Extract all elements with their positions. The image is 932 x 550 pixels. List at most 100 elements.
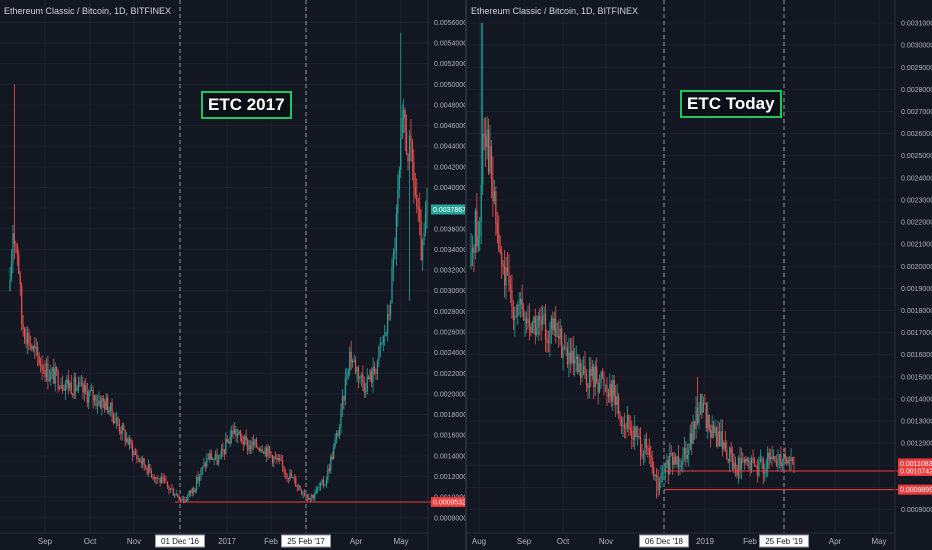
candle-body [166,481,169,487]
candle-body [86,391,88,403]
candle-body [282,460,284,467]
candle-body [341,396,344,409]
candle-body [134,451,136,455]
candle-body [708,414,710,431]
candle-body [717,431,719,447]
candle-body [38,355,40,365]
candle-body [639,437,642,456]
candle-body [197,476,199,482]
candle-body [699,393,702,415]
candle-body [553,318,555,331]
candle-body [518,304,520,306]
candle-body [471,248,474,253]
x-tick-label: Oct [84,537,97,546]
candle-body [260,449,262,451]
candle-body [582,365,585,374]
candle-body [680,464,683,466]
candle-body [537,316,539,328]
candle-body [152,476,154,478]
candle-body [255,439,258,448]
candle-body [751,458,753,471]
candle-body [742,458,744,460]
candle-body [347,370,349,378]
candle-body [648,447,650,456]
candle-body [558,336,560,339]
candle-body [499,249,501,253]
panel-divider[interactable] [465,0,467,550]
candle-body [161,477,163,484]
candle-body [302,493,304,495]
candle-body [683,448,685,456]
y-tick-label: 0.0024000 [434,350,465,357]
candle-body [284,472,287,475]
candle-body [562,347,564,358]
candle-body [327,468,329,480]
candle-body [572,350,574,364]
candle-body [737,457,740,476]
candle-body [673,456,675,465]
candle-body [664,464,666,473]
y-tick-label: 0.0018000 [434,412,465,419]
candlestick-chart-right[interactable]: 0.0031000 0.0030000 0.0029000 0.0028000 0.00… [467,0,932,550]
candle-body [770,456,772,459]
candle-body [80,382,83,384]
candle-body [188,490,190,496]
candle-body [324,484,326,486]
price-label-text: 0.0009899 [900,487,932,494]
chart-panel-etc-2017[interactable]: 0.0056000 0.0054000 0.0052000 0.0050000 0.00… [0,0,465,550]
candle-body [333,446,335,459]
candle-body [714,426,716,433]
candle-body [772,456,775,459]
candle-body [424,213,427,233]
candle-body [626,415,628,429]
chart-panel-etc-today[interactable]: 0.0031000 0.0030000 0.0029000 0.0028000 0.00… [467,0,932,550]
candle-body [373,366,376,374]
candle-body [127,438,129,445]
candle-body [226,439,228,443]
candle-body [232,430,234,434]
candle-body [306,494,309,498]
candlestick-chart-left[interactable]: 0.0056000 0.0054000 0.0052000 0.0050000 0.00… [0,0,465,550]
y-tick-label: 0.0016000 [901,352,932,359]
candle-body [178,496,180,500]
candle-body [540,320,542,325]
candle-body [778,454,780,459]
candle-body [50,371,52,380]
candle-body [66,378,68,384]
candle-body [622,424,624,427]
y-tick-label: 0.0012000 [901,441,932,448]
price-label-box [898,484,932,495]
y-tick-label: 0.0018000 [901,308,932,315]
candle-body [83,385,85,393]
candle-body [658,483,661,491]
candle-body [370,370,373,383]
candle-body [669,453,671,474]
candle-body [496,222,498,234]
candle-body [331,456,333,459]
candle-body [654,475,656,477]
candle-body [99,400,101,408]
candle-body [771,456,773,459]
y-tick-label: 0.0027000 [901,109,932,116]
candle-body [89,391,91,393]
candle-body [102,398,104,402]
candle-body [340,408,342,427]
candle-body [502,264,504,267]
candle-body [101,398,103,408]
candle-body [546,339,548,343]
candle-body [225,439,227,454]
candle-body [303,493,306,496]
candle-body [350,351,352,363]
candle-body [283,466,285,473]
candle-body [479,222,481,237]
candle-body [366,376,368,392]
candle-body [147,464,150,474]
candle-body [781,461,783,467]
candle-body [144,465,147,469]
candle-body [308,497,310,501]
candle-body [679,465,681,468]
candle-body [786,458,788,464]
candle-body [566,347,569,365]
price-label: 0.0011083 [898,458,932,469]
candle-body [789,460,791,462]
